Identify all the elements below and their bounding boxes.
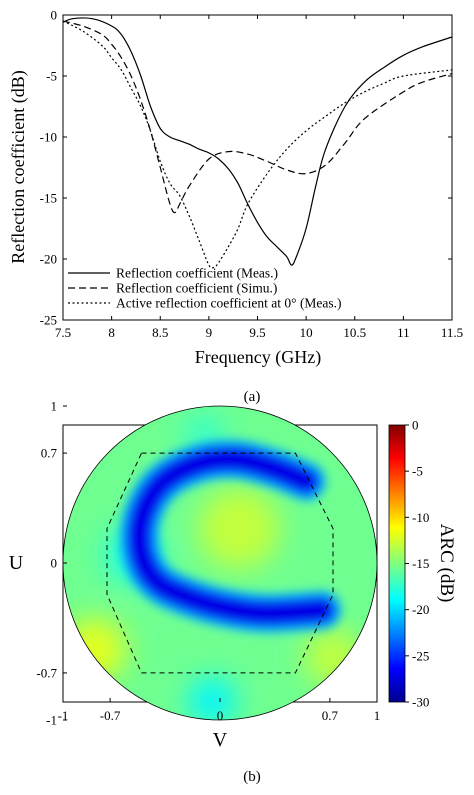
- y-tick-label: -5: [46, 69, 57, 84]
- x-tick-label: 9: [206, 325, 213, 340]
- scan-boundary-dashed: [106, 452, 334, 674]
- b-y-tick-label: -1: [46, 713, 57, 728]
- y-tick-label: -25: [40, 313, 57, 328]
- colorbar-tick-label: -5: [412, 464, 423, 479]
- colorbar-tick-label: -25: [412, 648, 429, 663]
- colorbar-tick-label: 0: [412, 418, 419, 433]
- series-line-dashed: [62, 20, 453, 214]
- panel-b-x-axis-label: V: [213, 729, 228, 751]
- colorbar-tick-label: -10: [412, 510, 429, 525]
- panel-a-legend: Reflection coefficient (Meas.)Reflection…: [68, 266, 342, 311]
- panel-b-heatmap: -1 -0.7 0 0.7 1 1 0.7 0 -0.7 -1 V U 0 -5 -10 -15 -20 -…: [9, 399, 457, 786]
- colorbar: [388, 424, 406, 703]
- x-tick-label: 8: [108, 325, 115, 340]
- colorbar-tick-label: -20: [412, 602, 429, 617]
- b-y-tick-label: 0.7: [41, 446, 58, 461]
- panel-b-caption: (b): [243, 769, 261, 785]
- colorbar-label: ARC (dB): [436, 524, 457, 603]
- heatmap-low-arc-band: [129, 448, 333, 624]
- panel-a-x-axis-label: Frequency (GHz): [195, 347, 321, 368]
- b-x-tick-label: -0.7: [100, 708, 121, 723]
- b-x-tick-label: 1: [374, 708, 381, 723]
- x-tick-label: 8.5: [152, 325, 168, 340]
- legend-entry: Reflection coefficient (Meas.): [116, 266, 278, 281]
- panel-a-series-group: [62, 17, 453, 269]
- y-tick-label: -20: [40, 252, 57, 267]
- panel-b-y-axis-label: U: [9, 552, 24, 574]
- y-tick-label: -10: [40, 130, 57, 145]
- legend-entry: Reflection coefficient (Simu.): [116, 281, 277, 296]
- x-tick-label: 11: [397, 325, 410, 340]
- b-x-tick-label: 0.7: [322, 708, 339, 723]
- x-tick-label: 10: [300, 325, 313, 340]
- colorbar-tick-label: -15: [412, 556, 429, 571]
- x-tick-label: 11.5: [441, 325, 463, 340]
- x-tick-label: 10.5: [343, 325, 366, 340]
- y-tick-label: 0: [51, 8, 58, 23]
- legend-entry: Active reflection coefficient at 0° (Mea…: [116, 296, 342, 311]
- x-tick-label: 7.5: [55, 325, 71, 340]
- series-line-dotted: [62, 20, 453, 269]
- panel-a-y-axis-label: Reflection coefficient (dB): [8, 70, 29, 264]
- b-x-tick-label: 0: [217, 708, 224, 723]
- b-y-tick-label: 1: [51, 399, 58, 414]
- panel-a-caption: (a): [244, 389, 261, 405]
- y-tick-label: -15: [40, 191, 57, 206]
- b-x-tick-label: -1: [58, 708, 69, 723]
- series-line-solid: [62, 17, 453, 266]
- panel-a-line-chart: 7.5 8 8.5 9 9.5 10 10.5 11 11.5 0 -5 -10 -15 -20 -25 F…: [8, 8, 463, 406]
- heatmap-region-light-bottom: [188, 677, 236, 720]
- heatmap-region-yellow-center: [198, 487, 280, 570]
- b-y-tick-label: 0: [51, 556, 58, 571]
- x-tick-label: 9.5: [249, 325, 265, 340]
- colorbar-tick-label: -30: [412, 695, 429, 710]
- b-y-tick-label: -0.7: [36, 665, 57, 680]
